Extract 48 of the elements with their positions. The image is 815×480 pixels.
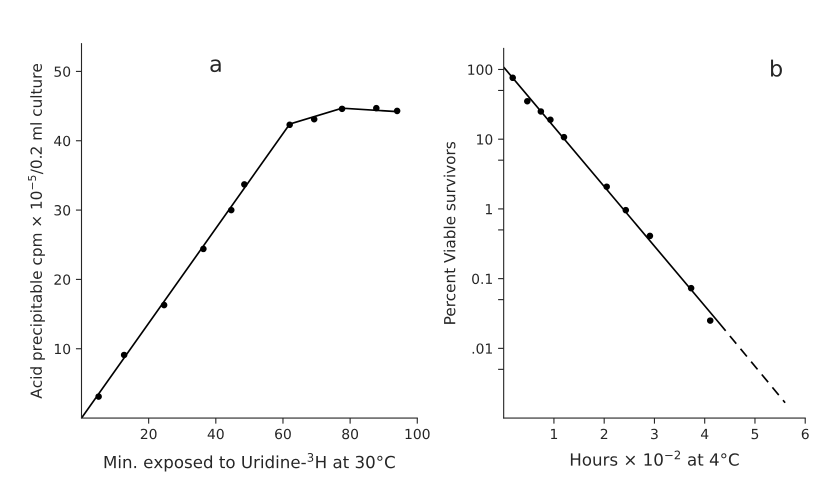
y-tick-label: 1 <box>486 204 492 214</box>
point <box>241 181 248 188</box>
point <box>560 134 568 140</box>
x-tick-label: 60 <box>275 428 291 440</box>
y-tick-label: 20 <box>54 274 70 285</box>
y-tick-label: 10 <box>477 134 492 145</box>
y-tick-label: 50 <box>54 66 70 77</box>
point <box>394 108 400 114</box>
point <box>228 206 235 214</box>
x-tick-label: 4 <box>700 428 708 440</box>
point <box>95 393 102 400</box>
point <box>310 116 318 123</box>
x-tick-label: 3 <box>651 428 658 440</box>
y-axis-title: Acid precipitable cpm × 10$^{−5}$/0.2 ml culture <box>28 64 45 399</box>
y-tick-label: 30 <box>54 205 70 216</box>
x-tick-label: 40 <box>208 428 224 440</box>
x-tick-label: 5 <box>752 428 758 440</box>
y-tick-label: 40 <box>54 136 70 146</box>
point <box>706 317 714 324</box>
point <box>120 352 128 358</box>
x-tick-label: 80 <box>342 428 358 440</box>
point <box>524 98 531 105</box>
x-tick-label: 100 <box>406 428 430 440</box>
x-axis-title: Min. exposed to Uridine-$^{3}$H at 30°C <box>104 453 395 472</box>
point <box>509 74 516 82</box>
x-tick-label: 2 <box>600 428 608 440</box>
point <box>200 246 207 252</box>
point <box>338 106 346 112</box>
point <box>688 284 694 292</box>
point <box>373 104 380 112</box>
point <box>646 232 654 240</box>
y-tick-label: 10 <box>54 344 70 354</box>
point <box>603 183 610 190</box>
x-axis-title: Hours × 10$^{−2}$ at 4°C <box>570 450 739 466</box>
x-tick-label: 20 <box>140 428 157 440</box>
x-tick-label: 1 <box>551 428 558 440</box>
chart-title: b <box>771 60 782 77</box>
y-tick-label: .01 <box>472 343 492 354</box>
point <box>286 122 293 128</box>
chart-title: a <box>210 59 221 72</box>
point <box>547 116 554 124</box>
y-axis-title: Percent Viable survivors <box>444 142 456 324</box>
y-tick-label: 100 <box>468 64 492 75</box>
y-tick-label: 0.1 <box>472 274 492 284</box>
x-tick-label: 6 <box>802 428 809 440</box>
point <box>538 108 544 115</box>
point <box>160 302 168 308</box>
point <box>622 206 630 214</box>
